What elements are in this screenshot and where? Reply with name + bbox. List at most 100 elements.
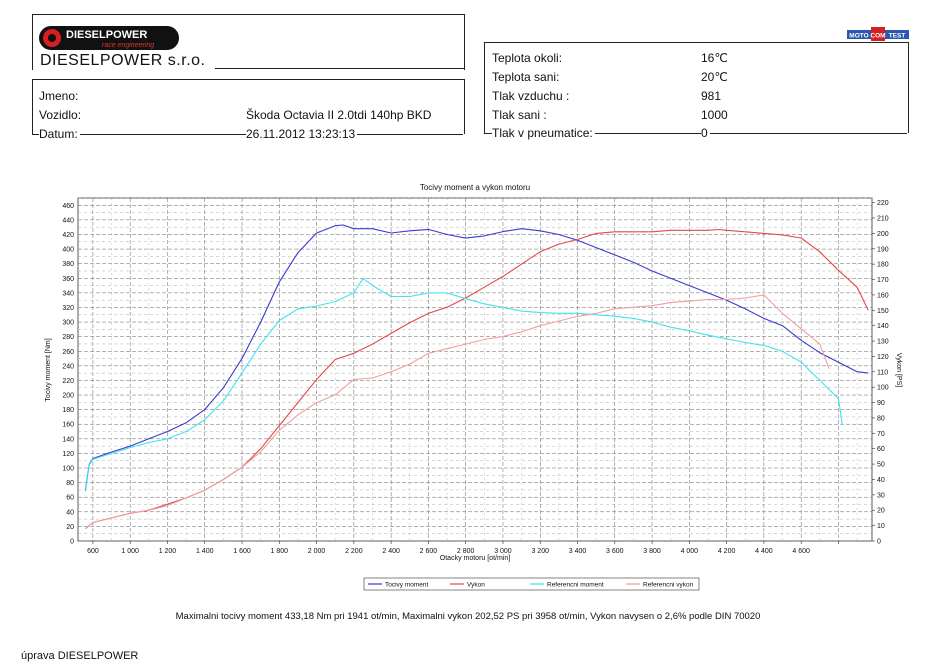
y2-tick-label: 90 [877,400,885,407]
chart-xlabel: Otacky motoru [ot/min] [440,555,510,562]
y2-tick-label: 210 [877,215,889,222]
x-tick-label: 1 600 [233,548,251,555]
y-tick-label: 260 [62,349,74,356]
x-tick-label: 2 600 [420,548,438,555]
company-underline [215,68,465,69]
y-tick-label: 200 [62,393,74,400]
vehicle-info-box [32,79,465,134]
cond-value-tlak-pneumatice: 0 [701,126,710,140]
field-label-datum: Datum: [39,127,80,141]
y2-tick-label: 80 [877,415,885,422]
y-tick-label: 220 [62,378,74,385]
x-tick-label: 1 800 [271,548,289,555]
y2-tick-label: 60 [877,446,885,453]
y-tick-label: 320 [62,305,74,312]
y-tick-label: 180 [62,407,74,414]
x-tick-label: 4 000 [681,548,699,555]
y-tick-label: 280 [62,334,74,341]
y2-tick-label: 160 [877,292,889,299]
x-tick-label: 3 200 [531,548,549,555]
y2-tick-label: 70 [877,431,885,438]
x-tick-label: 3 800 [643,548,661,555]
series-line-referencni-vykon [85,294,830,530]
logo-sub-text: race engineering [102,42,154,49]
field-label-vozidlo: Vozidlo: [39,108,82,122]
field-value-datum: 26.11.2012 13:23:13 [246,127,358,141]
cond-label-teplota-okoli: Teplota okoli: [492,51,563,65]
y2-tick-label: 190 [877,246,889,253]
y2-tick-label: 180 [877,262,889,269]
y2-tick-label: 220 [877,200,889,207]
y-tick-label: 160 [62,422,74,429]
y2-tick-label: 110 [877,369,888,376]
logo-main-text: DIESELPOWER [66,29,147,41]
chart-grid [77,197,873,542]
x-tick-label: 4 200 [718,548,736,555]
cond-label-teplota-sani: Teplota sani: [492,70,560,84]
y2-tick-label: 0 [877,539,881,546]
y2-tick-label: 140 [877,323,889,330]
x-tick-label: 600 [87,548,99,555]
y-tick-label: 400 [62,247,74,254]
y2-tick-label: 20 [877,508,885,515]
chart-ylabel-left: Tocivy moment [Nm] [45,338,52,401]
logo-com-text: COM [870,33,885,40]
y-tick-label: 420 [62,232,74,239]
series-line-referencni-moment [84,277,843,492]
chart-ylabel-right: Vykon [PS] [895,353,902,387]
y2-tick-label: 50 [877,462,885,469]
y2-tick-label: 120 [877,354,889,361]
pneumatice-rule [484,133,907,134]
y-tick-label: 120 [62,451,74,458]
cond-label-tlak-vzduchu: Tlak vzduchu : [492,89,570,103]
x-tick-label: 3 400 [569,548,587,555]
x-tick-label: 4 600 [792,548,810,555]
x-tick-label: 1 400 [196,548,214,555]
chart-caption: Maximalni tocivy moment 433,18 Nm pri 19… [175,611,761,622]
y-tick-label: 140 [62,436,74,443]
dieselpower-logo: DIESELPOWER race engineering [39,26,179,50]
x-tick-label: 2 800 [457,548,475,555]
y-tick-label: 60 [66,495,74,502]
y2-tick-label: 170 [877,277,889,284]
field-label-jmeno: Jmeno: [39,89,79,103]
motocomtest-logo: MOTO COM TEST [847,27,909,41]
y-tick-label: 380 [62,261,74,268]
y-tick-label: 0 [70,539,74,546]
x-tick-label: 2 200 [345,548,363,555]
y-tick-label: 300 [62,320,74,327]
y-tick-label: 240 [62,363,74,370]
cond-value-teplota-sani: 20℃ [701,70,728,84]
y-tick-label: 40 [66,509,74,516]
legend-label: Referencni moment [547,582,604,589]
legend-label: Vykon [467,582,485,589]
y-tick-label: 460 [62,203,74,210]
y-tick-label: 100 [62,466,74,473]
chart-series-layer [84,224,869,530]
logo-moto-text: MOTO [849,33,868,40]
plot-frame [77,197,873,542]
cond-value-tlak-vzduchu: 981 [701,89,722,103]
x-tick-label: 1 200 [159,548,177,555]
x-tick-label: 3 600 [606,548,624,555]
y2-tick-label: 130 [877,339,889,346]
chart-title: Tocivy moment a vykon motoru [420,183,530,192]
x-tick-label: 2 400 [382,548,400,555]
x-tick-label: 2 000 [308,548,326,555]
y2-tick-label: 100 [877,385,889,392]
chart-axes: 0 20 40 60 80 100 120 140 160 180 200 220 240 260 280 3… [62,200,888,555]
x-tick-label: 3 000 [494,548,512,555]
conditions-box [484,42,909,133]
y2-tick-label: 40 [877,477,885,484]
y-tick-label: 80 [66,480,74,487]
series-line-tocivy-moment [84,224,869,490]
cond-value-teplota-okoli: 16℃ [701,51,728,65]
y2-tick-label: 30 [877,492,885,499]
x-tick-label: 4 400 [755,548,773,555]
y2-tick-label: 200 [877,231,889,238]
company-name: DIESELPOWER s.r.o. [40,52,206,69]
chart-legend: Tocivy moment Vykon Referencni moment Refer… [363,577,700,591]
dyno-chart: 0 20 40 60 80 100 120 140 160 180 200 220 240 260 280 3… [45,183,902,591]
field-value-vozidlo: Škoda Octavia II 2.0tdi 140hp BKD [246,108,432,122]
legend-label: Referencni vykon [643,582,694,589]
